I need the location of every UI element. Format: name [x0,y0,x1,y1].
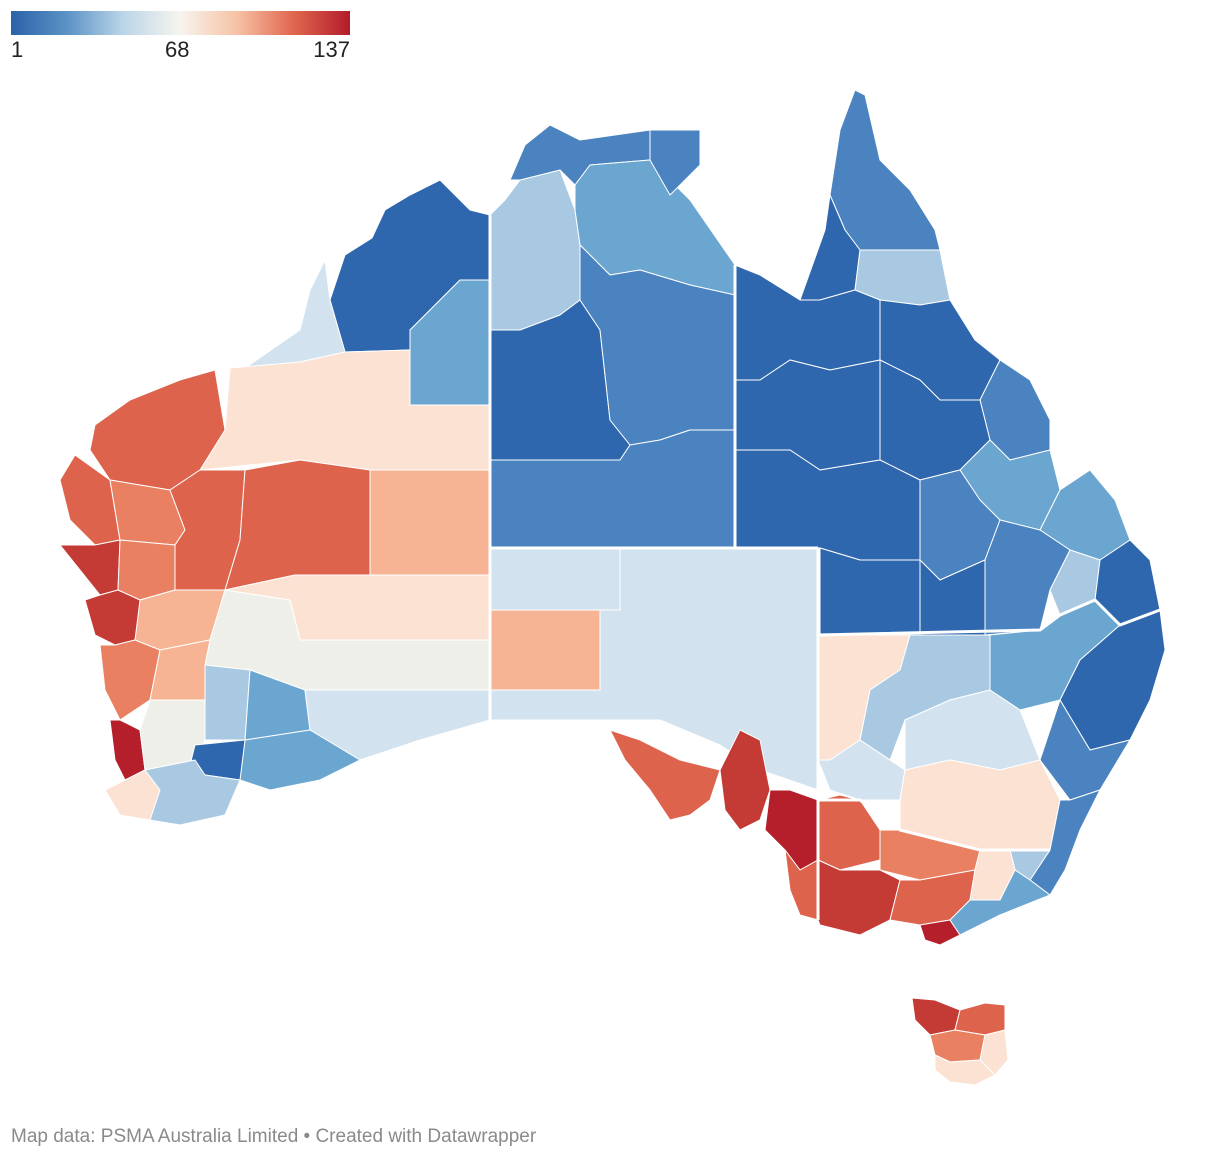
region-geraldton[interactable] [59,539,121,596]
region-qld-cape-york[interactable] [829,89,941,251]
border-nsw-vic [818,798,1050,852]
region-great-southern[interactable] [144,759,241,826]
region-vic-gippsland[interactable] [949,869,1051,936]
region-ngaanyatjarra[interactable] [224,459,371,591]
region-sa-north[interactable] [489,547,621,611]
region-esperance-inland[interactable] [204,664,251,741]
region-midwest[interactable] [117,539,176,601]
state-borders [488,215,1161,920]
region-nt-arnhem-east[interactable] [649,129,701,196]
region-sa-west[interactable] [489,609,601,691]
map-source-credit: Map data: PSMA Australia Limited • Creat… [11,1126,537,1147]
legend-gradient-bar [11,11,350,35]
color-legend: 1 68 137 [11,11,350,65]
region-tas-south[interactable] [934,1054,996,1086]
border-qld-nsw [817,598,1161,637]
region-sa-yorke[interactable] [719,729,771,831]
region-perth-north-coast[interactable] [84,589,141,646]
region-nt-top-end-west[interactable] [489,169,581,331]
legend-labels: 1 68 137 [11,35,350,65]
region-sa-eyre[interactable] [609,729,721,821]
legend-mid-label: 68 [165,37,190,62]
region-tas-north[interactable] [954,1002,1006,1036]
region-great-victoria-north[interactable] [369,469,491,576]
region-pilbara-west[interactable] [89,369,226,491]
region-vic-melbourne[interactable] [919,919,961,946]
region-perth-metro[interactable] [109,719,146,781]
region-pilbara-coast[interactable] [244,259,346,369]
region-qld-southwest[interactable] [819,547,921,636]
region-tas-east[interactable] [979,1029,1009,1076]
legend-min-label: 1 [11,37,24,62]
region-tas-northwest[interactable] [911,997,961,1036]
legend-max-label: 137 [313,37,350,62]
